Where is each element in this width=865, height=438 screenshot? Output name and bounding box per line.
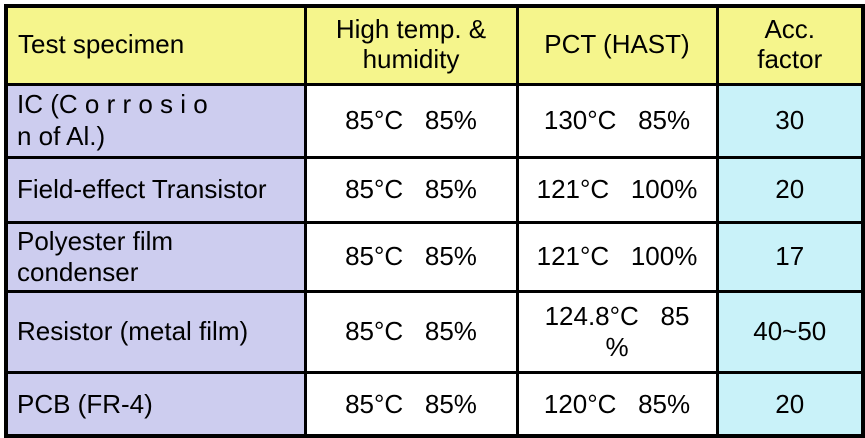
table-row-resistor: Resistor (metal film) 85°C 85% 124.8°C 8… <box>4 289 865 374</box>
pct-cell: 124.8°C 85 % <box>515 289 719 374</box>
header-high-temp-humidity: High temp. & humidity <box>303 4 519 86</box>
acc-factor-cell: 20 <box>715 155 865 224</box>
table-row-ic: IC (C o r r o s i o n of Al.) 85°C 85% 1… <box>4 82 865 159</box>
specimen-cell: IC (C o r r o s i o n of Al.) <box>4 82 307 159</box>
specimen-cell: Polyester film condenser <box>4 220 307 293</box>
specimen-cell: Field-effect Transistor <box>4 155 307 224</box>
header-acc-factor: Acc. factor <box>715 4 865 86</box>
pct-cell: 121°C 100% <box>515 155 719 224</box>
table-row-pcb: PCB (FR-4) 85°C 85% 120°C 85% 20 <box>4 370 865 438</box>
header-row: Test specimen High temp. & humidity PCT … <box>4 4 865 86</box>
acc-factor-cell: 20 <box>715 370 865 438</box>
pct-cell: 121°C 100% <box>515 220 719 293</box>
table-row-fet: Field-effect Transistor 85°C 85% 121°C 1… <box>4 155 865 224</box>
acc-factor-cell: 30 <box>715 82 865 159</box>
high-temp-cell: 85°C 85% <box>303 220 519 293</box>
acceleration-factor-table: Test specimen High temp. & humidity PCT … <box>4 4 865 438</box>
pct-cell: 120°C 85% <box>515 370 719 438</box>
high-temp-cell: 85°C 85% <box>303 370 519 438</box>
acc-factor-cell: 17 <box>715 220 865 293</box>
acc-factor-cell: 40~50 <box>715 289 865 374</box>
high-temp-cell: 85°C 85% <box>303 82 519 159</box>
pct-cell: 130°C 85% <box>515 82 719 159</box>
header-test-specimen: Test specimen <box>4 4 307 86</box>
high-temp-cell: 85°C 85% <box>303 155 519 224</box>
specimen-cell: PCB (FR-4) <box>4 370 307 438</box>
header-pct-hast: PCT (HAST) <box>515 4 719 86</box>
high-temp-cell: 85°C 85% <box>303 289 519 374</box>
specimen-cell: Resistor (metal film) <box>4 289 307 374</box>
table-row-polyester: Polyester film condenser 85°C 85% 121°C … <box>4 220 865 293</box>
